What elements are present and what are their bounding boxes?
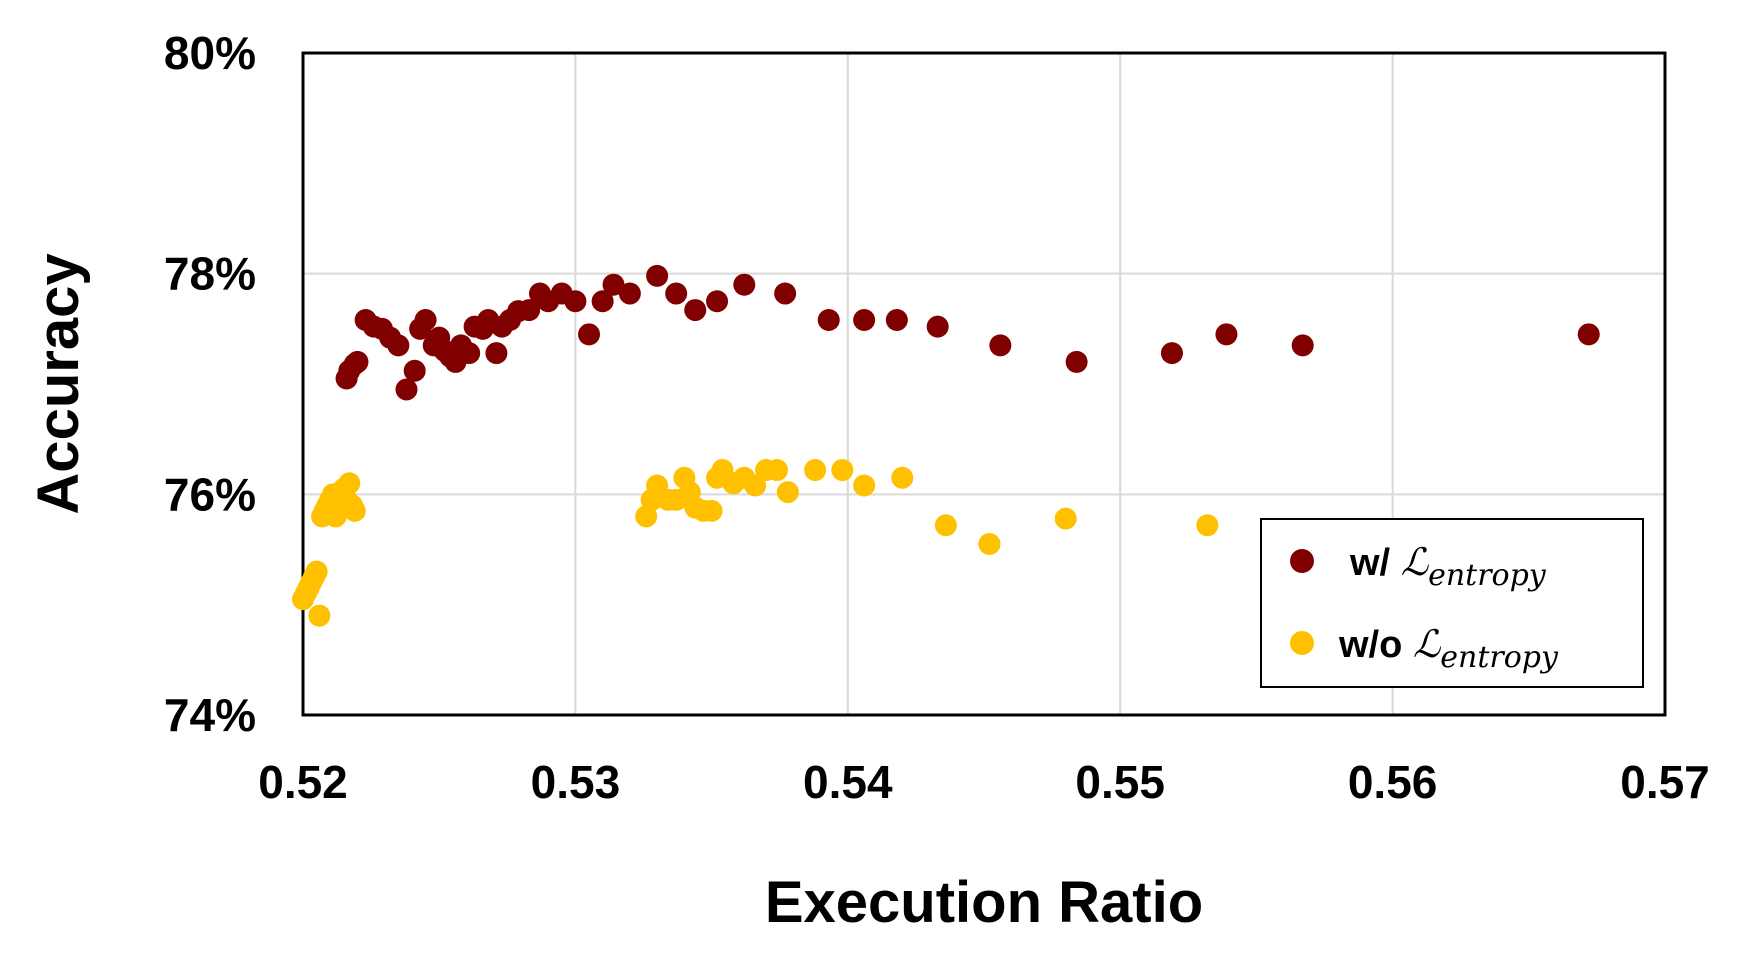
data-point [891, 466, 914, 489]
data-point [485, 342, 508, 365]
data-point [338, 472, 361, 495]
data-point [602, 273, 625, 296]
data-point [817, 309, 840, 332]
legend-label-subscript: entropy [1440, 640, 1559, 675]
data-point [387, 334, 410, 357]
data-point [989, 334, 1012, 357]
data-point [458, 342, 481, 365]
x-tick-label: 0.57 [1620, 756, 1710, 808]
data-point [618, 282, 641, 305]
x-tick-label: 0.53 [531, 756, 621, 808]
data-point [1215, 323, 1238, 346]
data-point [1054, 507, 1077, 530]
data-point [1196, 514, 1219, 537]
y-tick-label: 76% [164, 468, 256, 520]
legend-box [1260, 518, 1644, 688]
x-tick-label: 0.54 [803, 756, 893, 808]
x-tick-label: 0.52 [258, 756, 348, 808]
x-axis-title: Execution Ratio [765, 870, 1203, 935]
data-point [885, 309, 908, 332]
data-point [831, 459, 854, 482]
data-point [684, 299, 707, 322]
data-point [308, 604, 331, 627]
legend-label-subscript: entropy [1428, 558, 1547, 593]
legend: w/ ℒentropy w/o ℒentropy [1260, 518, 1644, 688]
data-point [346, 350, 369, 373]
data-point [403, 359, 426, 382]
data-point [1577, 323, 1600, 346]
y-tick-label: 78% [164, 248, 256, 300]
legend-label-symbol: ℒ [1401, 540, 1430, 584]
y-tick-label: 74% [164, 689, 256, 741]
legend-label-wo-entropy: w/o ℒentropy [1338, 622, 1559, 675]
y-tick-label: 80% [164, 27, 256, 79]
data-point [578, 323, 601, 346]
data-point [1160, 342, 1183, 365]
data-point [978, 532, 1001, 555]
data-point [414, 309, 437, 332]
data-point [646, 264, 669, 287]
data-point [395, 378, 418, 401]
data-point [765, 459, 788, 482]
data-point [926, 315, 949, 338]
data-point [744, 474, 767, 497]
data-point [853, 474, 876, 497]
y-axis-ticks: 74% 76% 78% 80% [164, 27, 256, 741]
data-point [343, 499, 366, 522]
x-axis-ticks: 0.52 0.53 0.54 0.55 0.56 0.57 [258, 756, 1710, 808]
legend-marker-wo-entropy [1290, 631, 1314, 655]
data-point [305, 560, 328, 583]
data-point [665, 282, 688, 305]
data-point [853, 309, 876, 332]
data-point [518, 299, 541, 322]
plot-area-frame [301, 51, 1667, 717]
series-wo-entropy [292, 459, 1219, 627]
legend-label-prefix: w/ [1349, 542, 1401, 584]
data-point [700, 499, 723, 522]
data-point [1291, 334, 1314, 357]
data-point [564, 290, 587, 313]
legend-label-prefix: w/o [1338, 624, 1413, 666]
y-axis-title: Accuracy [26, 253, 91, 514]
legend-label-w-entropy: w/ ℒentropy [1349, 540, 1547, 593]
legend-marker-w-entropy [1290, 549, 1314, 573]
data-point [591, 290, 614, 313]
data-points [292, 264, 1600, 627]
data-point [774, 282, 797, 305]
series-w-entropy [335, 264, 1600, 401]
data-point [733, 273, 756, 296]
data-point [635, 505, 658, 528]
data-point [804, 459, 827, 482]
data-point [934, 514, 957, 537]
data-point [1065, 350, 1088, 373]
data-point [776, 481, 799, 504]
data-point [706, 290, 729, 313]
legend-label-symbol: ℒ [1413, 622, 1442, 666]
x-tick-label: 0.56 [1348, 756, 1438, 808]
x-tick-label: 0.55 [1075, 756, 1165, 808]
